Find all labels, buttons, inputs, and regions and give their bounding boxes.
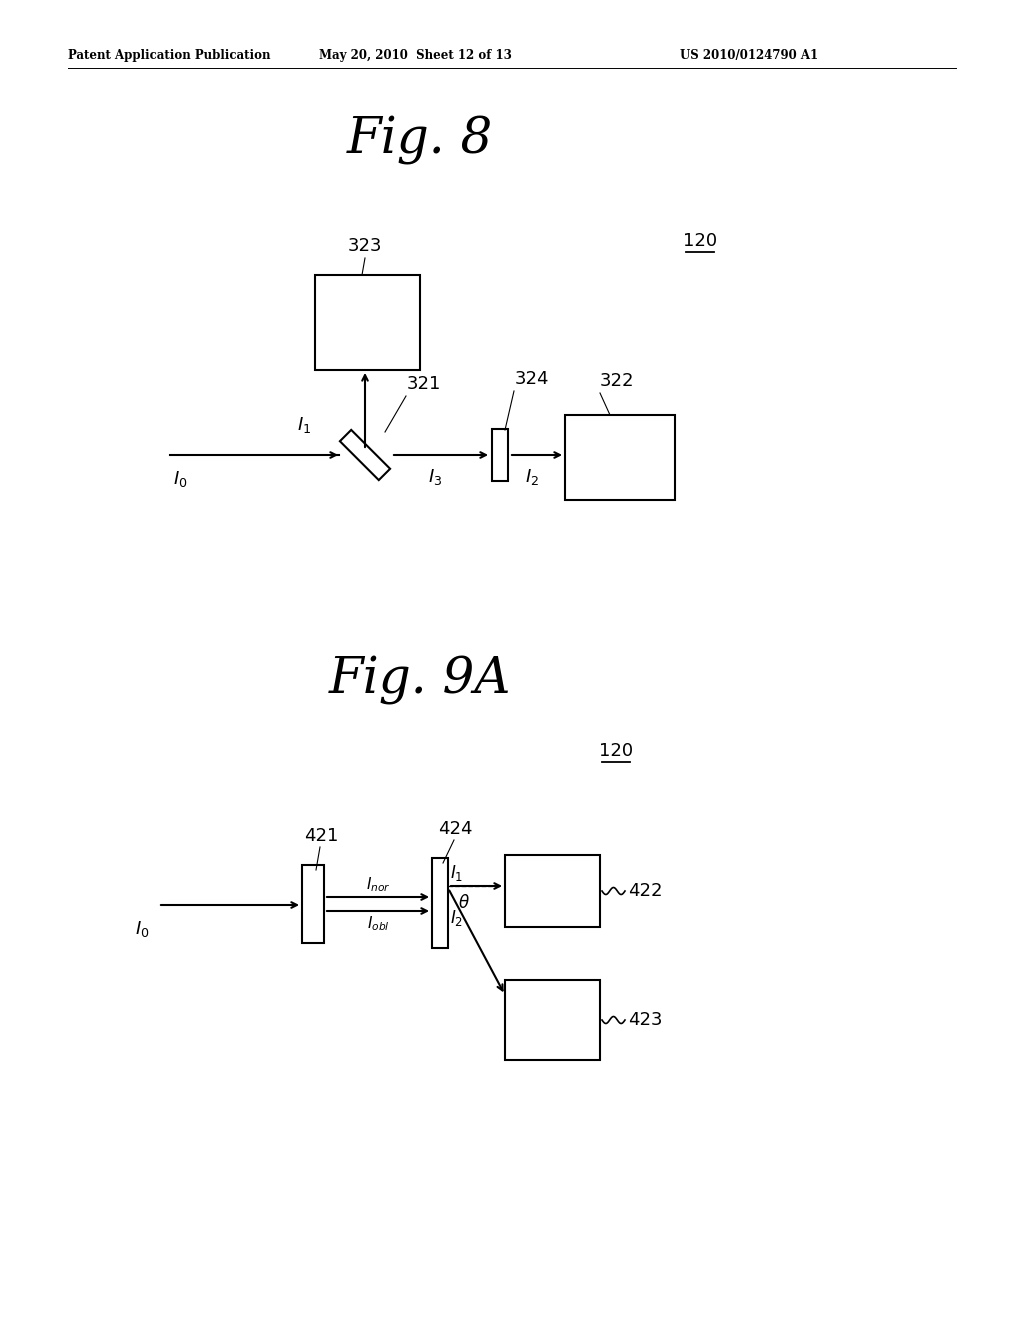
Text: Fig. 9A: Fig. 9A [329,655,511,705]
Text: Patent Application Publication: Patent Application Publication [68,49,270,62]
Text: $I_{obl}$: $I_{obl}$ [367,913,389,933]
Text: May 20, 2010  Sheet 12 of 13: May 20, 2010 Sheet 12 of 13 [318,49,511,62]
Text: 120: 120 [599,742,633,760]
Bar [432,858,449,948]
Bar [315,275,420,370]
Text: $I_2$: $I_2$ [525,467,539,487]
Text: 421: 421 [304,828,338,845]
Text: $\theta$: $\theta$ [458,894,470,912]
Bar [505,855,600,927]
Text: US 2010/0124790 A1: US 2010/0124790 A1 [680,49,818,62]
Bar [492,429,508,480]
Text: $I_1$: $I_1$ [297,414,311,436]
Text: $I_1$: $I_1$ [450,863,463,883]
Text: 321: 321 [407,375,441,393]
Text: 423: 423 [628,1011,663,1030]
Text: 323: 323 [348,238,382,255]
Text: 424: 424 [437,820,472,838]
Bar [302,865,324,942]
Text: Fig. 8: Fig. 8 [347,115,494,165]
Text: $I_0$: $I_0$ [173,469,187,488]
Text: 120: 120 [683,232,717,249]
Bar [565,414,675,500]
Text: 322: 322 [600,372,635,389]
Polygon shape [340,430,390,480]
Text: $I_{nor}$: $I_{nor}$ [366,875,390,894]
Text: $I_3$: $I_3$ [428,467,442,487]
Text: 422: 422 [628,882,663,900]
Text: $I_2$: $I_2$ [450,908,463,928]
Text: 324: 324 [515,370,550,388]
Text: $I_0$: $I_0$ [135,919,150,939]
Bar [505,979,600,1060]
